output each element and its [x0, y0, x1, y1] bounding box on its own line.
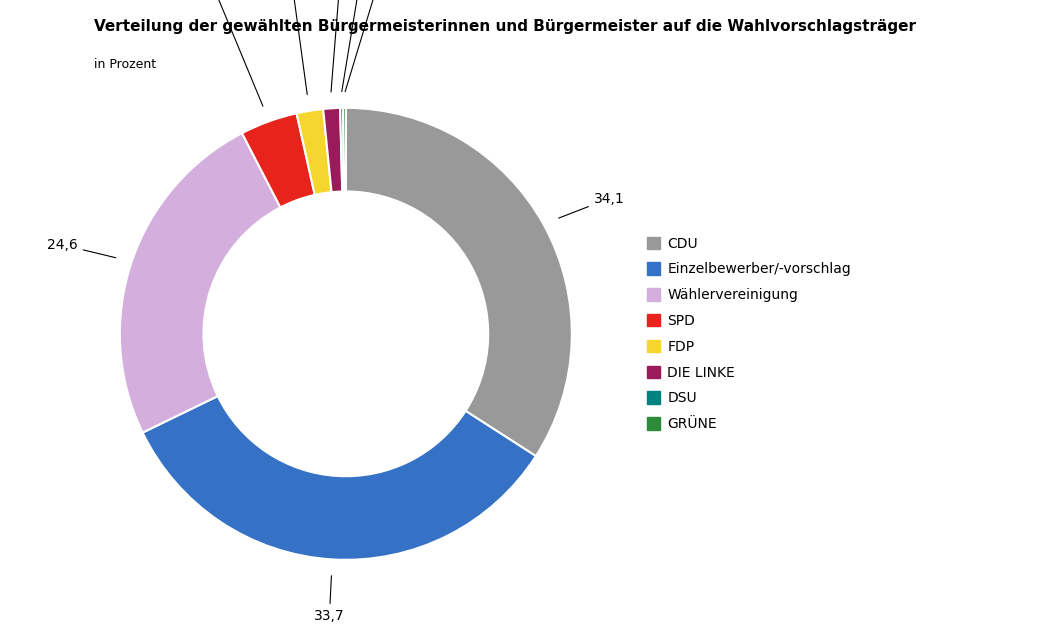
Text: in Prozent: in Prozent — [94, 58, 156, 71]
Wedge shape — [119, 133, 281, 433]
Text: 1,2: 1,2 — [331, 0, 355, 92]
Wedge shape — [143, 396, 536, 560]
Wedge shape — [323, 108, 343, 192]
Text: 1,9: 1,9 — [277, 0, 307, 94]
Text: 33,7: 33,7 — [314, 576, 345, 623]
Text: 0,2: 0,2 — [342, 0, 384, 92]
Text: Verteilung der gewählten Bürgermeisterinnen und Bürgermeister auf die Wahlvorsch: Verteilung der gewählten Bürgermeisterin… — [94, 19, 916, 34]
Wedge shape — [297, 109, 331, 195]
Wedge shape — [242, 113, 314, 207]
Wedge shape — [341, 108, 344, 191]
Text: 24,6: 24,6 — [47, 238, 115, 257]
Legend: CDU, Einzelbewerber/-vorschlag, Wählervereinigung, SPD, FDP, DIE LINKE, DSU, GRÜ: CDU, Einzelbewerber/-vorschlag, Wählerve… — [647, 236, 851, 431]
Text: 34,1: 34,1 — [559, 191, 625, 218]
Text: 0,2: 0,2 — [345, 0, 420, 92]
Wedge shape — [343, 108, 346, 191]
Wedge shape — [346, 108, 572, 456]
Text: 4,1: 4,1 — [201, 0, 263, 106]
